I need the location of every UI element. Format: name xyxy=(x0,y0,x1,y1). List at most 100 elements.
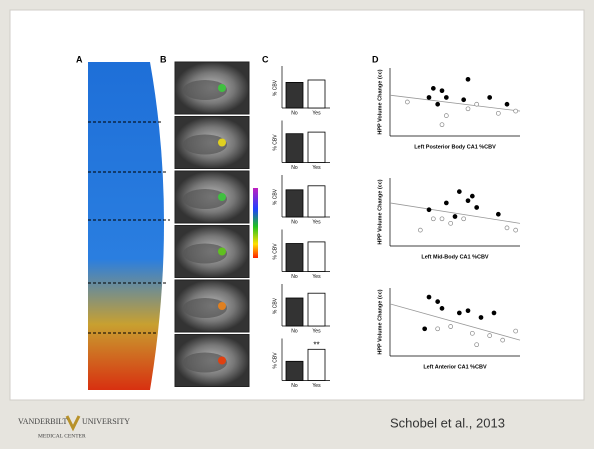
scatter-point xyxy=(448,220,454,226)
bar-category: No xyxy=(291,110,298,116)
bar-category: No xyxy=(291,383,298,389)
scatter-point xyxy=(426,95,432,100)
bar-category: Yes xyxy=(312,219,321,225)
scatter-point xyxy=(443,200,449,206)
scatter-point xyxy=(500,337,506,343)
scatter-point xyxy=(478,315,484,320)
citation: Schobel et al., 2013 xyxy=(390,415,505,430)
panel-a-dashes xyxy=(88,121,170,334)
scatter-point xyxy=(439,216,445,222)
bar-y-label: % CBV xyxy=(272,134,278,151)
scatter-point xyxy=(435,101,441,107)
bar-y-label: % CBV xyxy=(272,297,278,314)
bar-category: Yes xyxy=(312,165,321,171)
bar-y-label: % CBV xyxy=(272,243,278,260)
activation xyxy=(218,138,226,147)
scatter-point xyxy=(465,308,471,314)
scatter-point xyxy=(456,189,462,194)
scatter-x-label: Left Mid-Body CA1 %CBV xyxy=(421,254,489,260)
bar-y-label: % CBV xyxy=(272,79,278,96)
panel-label: C xyxy=(262,54,269,64)
scatter-point xyxy=(469,330,475,336)
logo-mark xyxy=(65,415,81,432)
scatter-point xyxy=(495,211,501,217)
activation xyxy=(218,84,226,92)
brain-structure xyxy=(183,352,227,373)
activation xyxy=(218,356,226,365)
scatter-y-label: HPP Volume Change (cc) xyxy=(377,69,383,134)
bar-y-label: % CBV xyxy=(272,188,278,205)
bar xyxy=(307,241,326,272)
scatter-point xyxy=(417,227,423,233)
scatter-point xyxy=(491,310,497,316)
scatter-point xyxy=(474,205,480,210)
fit-line xyxy=(389,202,521,224)
brain-structure xyxy=(183,80,227,100)
scatter-point xyxy=(465,198,471,204)
scatter-point xyxy=(513,328,519,334)
scatter-point xyxy=(452,214,458,219)
bar-category: No xyxy=(291,165,298,171)
panel-label: B xyxy=(160,54,167,64)
bar xyxy=(285,360,304,381)
scatter-point xyxy=(422,326,428,332)
scatter-point xyxy=(439,306,445,311)
scatter-point xyxy=(443,113,449,118)
scatter-point xyxy=(448,324,454,329)
scatter-y-label: HPP Volume Change (cc) xyxy=(377,179,383,244)
bar-category: Yes xyxy=(312,383,321,389)
scatter-x-label: Left Anterior CA1 %CBV xyxy=(423,364,487,370)
bar xyxy=(307,185,326,218)
bar xyxy=(307,79,326,109)
bar-category: No xyxy=(291,328,298,334)
scatter-point xyxy=(439,88,445,94)
panel-a-image xyxy=(88,62,164,390)
scatter-point xyxy=(474,101,480,107)
bar-category: No xyxy=(291,274,298,280)
scatter-x-label: Left Posterior Body CA1 %CBV xyxy=(414,144,496,150)
scatter-point xyxy=(404,99,410,105)
bar xyxy=(307,348,326,381)
scatter-y-label: HPP Volume Change (cc) xyxy=(377,289,383,354)
scatter-point xyxy=(504,101,510,107)
scatter-point xyxy=(435,326,441,332)
scatter-point xyxy=(465,76,471,82)
panel-b-images xyxy=(174,61,250,387)
scatter-point xyxy=(426,294,432,300)
logo-text: VANDERBILT xyxy=(18,417,67,426)
scatter-point xyxy=(504,225,510,231)
scatter-point xyxy=(456,310,462,316)
scatter-point xyxy=(513,227,519,233)
panel-label: D xyxy=(372,54,379,64)
panel-label: A xyxy=(76,54,83,64)
scatter-point xyxy=(430,86,436,91)
scatter-point xyxy=(461,97,467,103)
bar xyxy=(307,131,326,163)
scatter-point xyxy=(439,122,445,128)
scatter-point xyxy=(513,108,519,114)
bar-y-label: % CBV xyxy=(272,352,278,369)
activation xyxy=(218,302,226,310)
scatter-point xyxy=(426,207,432,213)
fit-line xyxy=(389,94,521,112)
bar-category: Yes xyxy=(312,110,321,116)
scatter-point xyxy=(465,106,471,112)
brain-structure xyxy=(183,243,227,264)
activation xyxy=(218,193,226,201)
color-bar xyxy=(253,188,258,258)
bar xyxy=(285,82,304,109)
bar xyxy=(285,189,304,218)
bar-category: Yes xyxy=(312,274,321,280)
scatter-point xyxy=(487,95,493,100)
brain-structure xyxy=(183,189,227,209)
logo-sub: MEDICAL CENTER xyxy=(38,433,86,439)
scatter-point xyxy=(435,299,441,304)
bar-category: Yes xyxy=(312,328,321,334)
significance: ** xyxy=(313,340,319,349)
bar-category: No xyxy=(291,219,298,225)
scatter-point xyxy=(443,95,449,100)
bar xyxy=(285,297,304,327)
scatter-point xyxy=(474,342,480,348)
